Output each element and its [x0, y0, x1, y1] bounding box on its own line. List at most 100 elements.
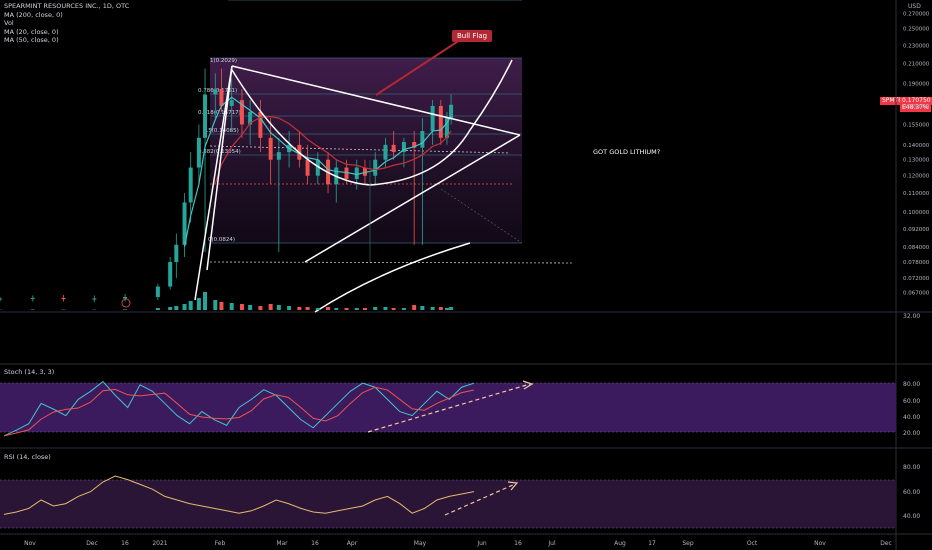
fib-label-0618: 0.618(0.15717)	[198, 110, 241, 116]
candle-body[interactable]	[391, 144, 396, 153]
time-axis[interactable]: Nov Dec 16 2021 Feb Mar 16 Apr May Jun 16 Jul Aug 17 S…	[24, 540, 892, 547]
candle-body[interactable]	[412, 142, 417, 148]
symbol-title[interactable]: SPEARMINT RESOURCES INC., 1D, OTC	[4, 2, 130, 10]
stoch-k-line[interactable]	[3, 380, 475, 437]
candle-body[interactable]	[219, 89, 224, 106]
indicator-ma50[interactable]: MA (50, close, 0)	[4, 36, 59, 45]
candle-body[interactable]	[182, 202, 187, 245]
candle-body[interactable]	[248, 111, 253, 125]
volume-bar	[268, 304, 273, 310]
stoch-tick-20: 20.00	[903, 430, 920, 437]
candle-body[interactable]	[155, 286, 160, 297]
flagpole-line[interactable]	[194, 65, 233, 301]
support-curve[interactable]	[314, 242, 471, 313]
candle-body[interactable]	[438, 105, 443, 138]
rsi-title[interactable]: RSI (14, close)	[4, 453, 51, 461]
candle-body[interactable]	[168, 262, 173, 287]
price-tick: 0.084000	[903, 245, 930, 251]
candle-body[interactable]	[229, 100, 234, 106]
time-tick: Feb	[215, 540, 226, 547]
flagpole-line-2[interactable]	[206, 65, 233, 271]
rsi-tick-80: 80.00	[903, 464, 920, 471]
price-tick: 0.155000	[903, 122, 930, 128]
dashed-level-3[interactable]	[209, 261, 575, 264]
time-tick: Aug	[614, 540, 626, 547]
candle-body[interactable]	[362, 167, 367, 176]
candle-body[interactable]	[305, 159, 310, 176]
rsi-tick-60: 60.00	[903, 489, 920, 496]
ma20-line[interactable]	[183, 96, 452, 247]
volume-bar	[30, 309, 35, 310]
stoch-d-line[interactable]	[3, 386, 475, 437]
candle-body[interactable]	[196, 137, 201, 168]
time-tick: Apr	[347, 540, 358, 547]
candle-body[interactable]	[239, 100, 244, 125]
cup-curve[interactable]	[231, 59, 513, 186]
candle-body[interactable]	[430, 105, 435, 132]
candle-body[interactable]	[188, 167, 193, 203]
price-tick: 0.110000	[903, 191, 930, 197]
time-tick: Oct	[747, 540, 758, 547]
volume-bar	[297, 307, 302, 310]
fib-zone[interactable]	[210, 58, 522, 243]
volume-bar	[276, 305, 281, 310]
rsi-arrowhead	[507, 481, 519, 491]
rsi-tick-40: 40.00	[903, 513, 920, 520]
candle-body[interactable]	[123, 296, 128, 299]
candle-body[interactable]	[354, 167, 359, 180]
volume-bar	[412, 305, 417, 310]
candle-body[interactable]	[203, 94, 208, 138]
price-tick: 0.270000	[903, 11, 930, 17]
indicator-vol[interactable]: Vol	[4, 19, 14, 28]
time-tick: 16	[514, 540, 522, 547]
volume-bar	[391, 308, 396, 310]
candle-body[interactable]	[315, 159, 320, 176]
candle-body[interactable]	[420, 131, 425, 148]
candle-body[interactable]	[0, 298, 2, 300]
price-tick: 0.210000	[903, 62, 930, 68]
candle-body[interactable]	[401, 142, 406, 153]
stoch-trend-arrow[interactable]	[367, 383, 531, 433]
fib-label-05: 0.5(0.14085)	[203, 128, 239, 134]
price-tick: 0.170000	[903, 104, 930, 110]
flag-upper-trendline[interactable]	[231, 65, 521, 136]
stoch-axis: 80.00 60.00 40.00 20.00	[903, 381, 920, 437]
candle-body[interactable]	[61, 297, 66, 300]
volume-bar	[213, 300, 218, 310]
candle-body[interactable]	[444, 118, 449, 138]
candle-body[interactable]	[30, 297, 35, 299]
candle-body[interactable]	[268, 137, 273, 160]
candle-body[interactable]	[383, 144, 388, 160]
volume-bar	[203, 292, 208, 310]
price-axis[interactable]: 0.270000 0.250000 0.230000 0.210000 0.190000…	[903, 11, 930, 296]
volume-bar	[315, 308, 320, 310]
rsi-line[interactable]	[3, 475, 475, 515]
price-tick: 0.078000	[903, 260, 930, 266]
flag-lower-trendline[interactable]	[304, 134, 521, 263]
candle-body[interactable]	[449, 104, 454, 119]
fib-label-1: 1(0.2029)	[210, 58, 237, 64]
stoch-tick-80: 80.00	[903, 381, 920, 388]
candle-body[interactable]	[276, 152, 281, 160]
indicator-ma200[interactable]: MA (200, close, 0)	[4, 10, 63, 19]
candle-body[interactable]	[92, 298, 97, 300]
candle-body[interactable]	[213, 89, 218, 95]
stoch-title[interactable]: Stoch (14, 3, 3)	[4, 368, 55, 376]
stoch-arrowhead	[522, 380, 534, 390]
candle-body[interactable]	[174, 244, 179, 263]
indicator-ma20[interactable]: MA (20, close, 0)	[4, 27, 59, 36]
fib-label-0382: 0.382(0.13054)	[198, 149, 241, 155]
candle-body[interactable]	[344, 167, 349, 180]
candle-body[interactable]	[373, 159, 378, 176]
volume-bar	[196, 298, 201, 310]
event-marker[interactable]	[121, 298, 131, 308]
ma50-line[interactable]	[214, 116, 452, 184]
price-tick: 0.230000	[903, 43, 930, 49]
volume-bar	[420, 306, 425, 310]
bull-flag-label: Bull Flag	[452, 30, 493, 42]
candle-body[interactable]	[258, 111, 263, 138]
price-tick: 0.092000	[903, 227, 930, 233]
rsi-trend-arrow[interactable]	[444, 483, 516, 516]
volume-bar	[239, 304, 244, 310]
